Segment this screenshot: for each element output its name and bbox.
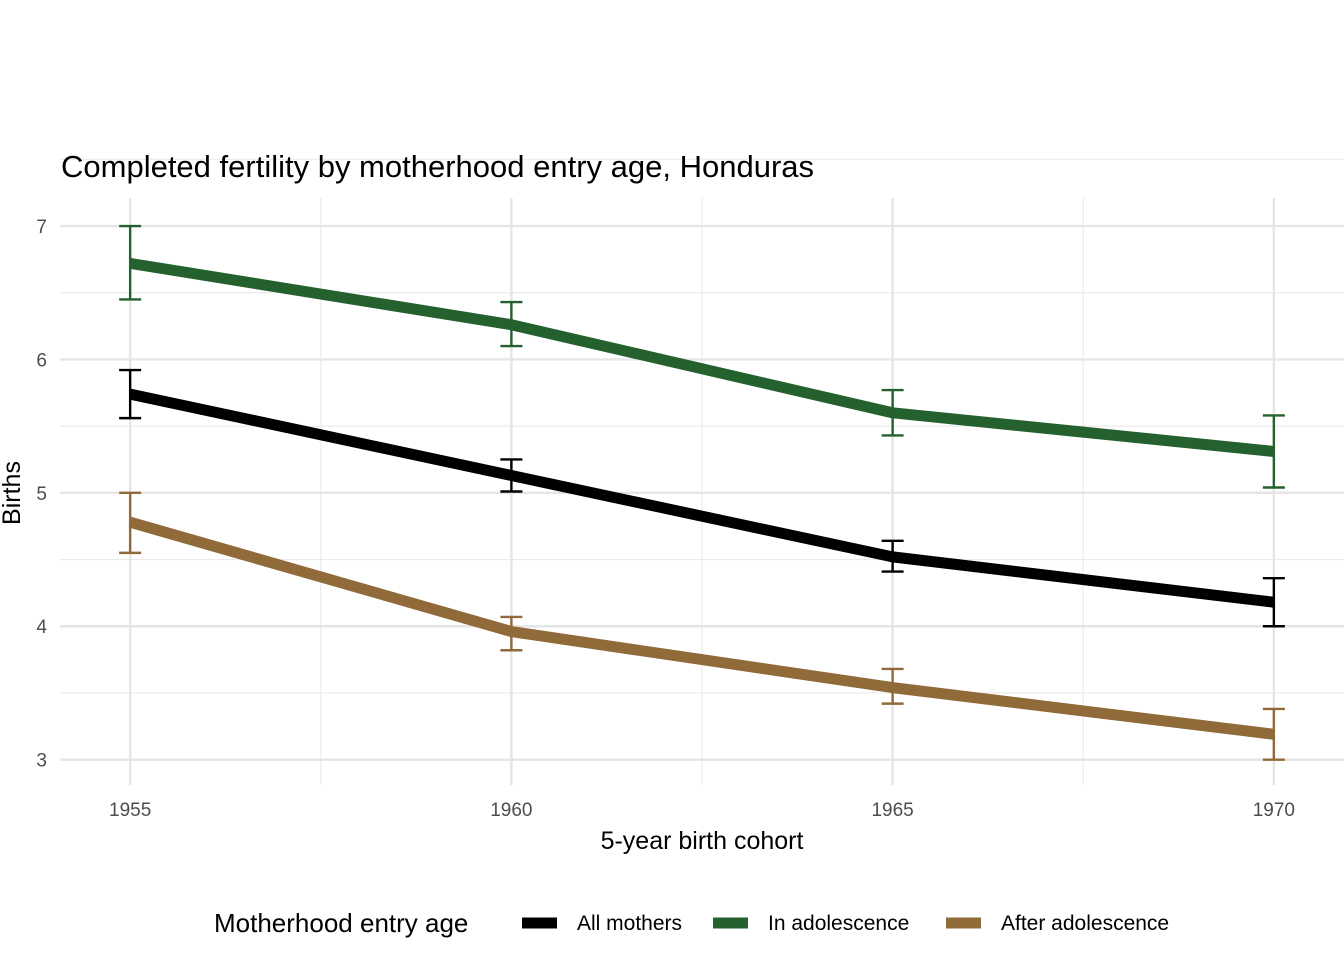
y-tick-label: 6	[36, 350, 47, 371]
y-axis-title: Births	[0, 461, 26, 525]
error-bar	[119, 224, 142, 301]
y-tick-label: 5	[36, 484, 47, 505]
series-all-mothers	[119, 368, 1285, 628]
x-tick-label: 1960	[490, 800, 532, 821]
error-bar	[119, 491, 142, 555]
legend-label: All mothers	[577, 912, 682, 935]
legend-label: In adolescence	[768, 912, 909, 935]
x-tick-label: 1955	[109, 800, 151, 821]
legend-title: Motherhood entry age	[214, 908, 468, 938]
error-bar	[881, 539, 904, 573]
grid	[60, 158, 1344, 785]
x-tick-label: 1965	[871, 800, 913, 821]
series-marks	[119, 224, 1285, 761]
legend-label: After adolescence	[1001, 912, 1169, 935]
y-tick-label: 7	[36, 217, 47, 238]
error-bar	[881, 667, 904, 705]
ticks: 3 4 5 6 7 1955 1960 1965 1970	[36, 217, 1295, 821]
error-bar	[500, 615, 523, 652]
error-bar	[500, 300, 523, 348]
series-line	[129, 257, 1275, 457]
series-in-adolescence	[119, 224, 1285, 489]
series-line	[128, 516, 1275, 740]
series-after-adolescence	[119, 491, 1285, 761]
x-tick-label: 1970	[1253, 800, 1295, 821]
y-tick-label: 3	[36, 751, 47, 772]
legend: Motherhood entry age All mothers In adole…	[214, 908, 1169, 938]
series-line	[128, 388, 1275, 608]
chart-title: Completed fertility by motherhood entry …	[61, 149, 814, 184]
x-axis-title: 5-year birth cohort	[601, 827, 804, 855]
y-tick-label: 4	[36, 617, 47, 638]
